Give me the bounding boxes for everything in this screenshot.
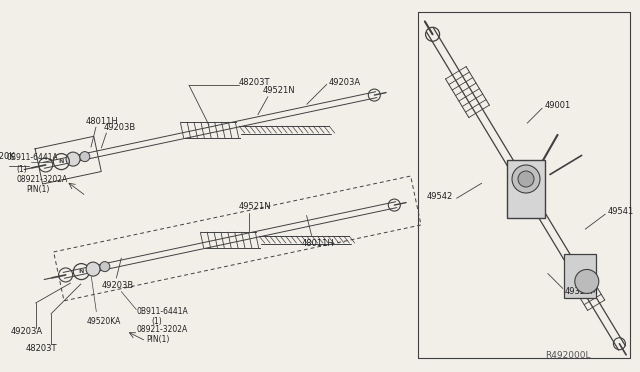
Text: 49203A: 49203A — [11, 327, 43, 336]
Text: 49521N: 49521N — [263, 86, 296, 95]
Text: 49203B: 49203B — [101, 282, 134, 291]
Text: 0B911-6441A: 0B911-6441A — [136, 307, 188, 316]
Text: 48203T: 48203T — [239, 78, 271, 87]
Circle shape — [66, 152, 80, 166]
Text: 49520KA: 49520KA — [86, 317, 121, 326]
Text: 49521N: 49521N — [239, 202, 271, 211]
Text: 49325M: 49325M — [564, 287, 598, 296]
Text: PIN(1): PIN(1) — [147, 335, 170, 344]
Text: 49203B: 49203B — [104, 124, 136, 132]
Circle shape — [518, 171, 534, 187]
Text: N: N — [59, 159, 64, 164]
Text: 49203A: 49203A — [329, 78, 361, 87]
Text: (1): (1) — [151, 317, 162, 326]
Circle shape — [575, 269, 599, 294]
Text: 08921-3202A: 08921-3202A — [17, 175, 68, 184]
FancyBboxPatch shape — [507, 160, 545, 218]
Circle shape — [512, 165, 540, 193]
Text: (1): (1) — [17, 165, 27, 174]
Text: PIN(1): PIN(1) — [26, 185, 50, 194]
Circle shape — [100, 262, 110, 272]
Text: 49001: 49001 — [544, 101, 570, 110]
Bar — [564, 254, 596, 298]
Text: 49542: 49542 — [427, 192, 453, 201]
Text: 48011H: 48011H — [301, 239, 334, 248]
Circle shape — [80, 152, 90, 161]
Text: 48203T: 48203T — [26, 344, 58, 353]
Text: 49541: 49541 — [607, 206, 634, 216]
Text: 48011H: 48011H — [86, 117, 118, 126]
Text: 0B911-6441A: 0B911-6441A — [6, 153, 58, 162]
Text: N: N — [79, 269, 84, 274]
Text: 49520K: 49520K — [0, 152, 15, 161]
Text: 08921-3202A: 08921-3202A — [136, 325, 188, 334]
Circle shape — [86, 262, 100, 276]
Text: R492000L: R492000L — [545, 352, 591, 360]
